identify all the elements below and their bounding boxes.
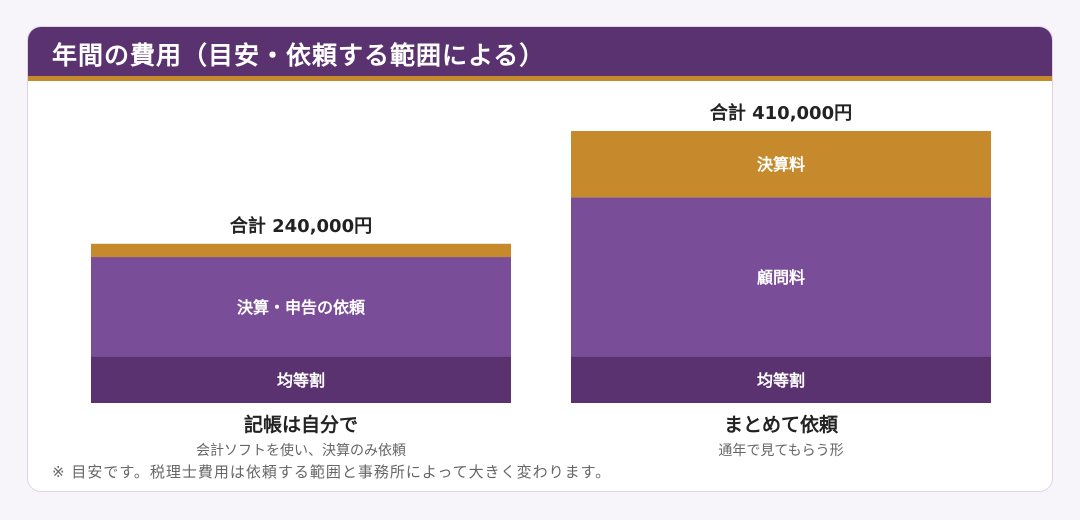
segment-label-2-2: 顧問料 <box>757 268 805 287</box>
total-label-2: 合計 410,000円 <box>710 102 852 124</box>
cost-card: 年間の費用（目安・依頼する範囲による） 均等割 決算・申告の依頼 合計 240,00… <box>27 26 1053 492</box>
bar-segment-1-2 <box>91 257 511 357</box>
category-label-1: 記帳は自分で <box>244 413 358 436</box>
category-label-2: まとめて依頼 <box>724 413 839 436</box>
segment-label-2-3: 決算料 <box>757 155 805 174</box>
bar-segment-2-3 <box>571 131 991 198</box>
total-label-1: 合計 240,000円 <box>230 215 372 237</box>
category-sublabel-2: 通年で見てもらう形 <box>718 443 843 459</box>
bar-segment-2-2 <box>571 197 991 357</box>
bar-segment-1-1 <box>91 356 511 403</box>
category-sublabel-1: 会計ソフトを使い、決算のみ依頼 <box>196 442 406 459</box>
card-header: 年間の費用（目安・依頼する範囲による） <box>28 27 1052 81</box>
segment-label-2-1: 均等割 <box>757 371 805 390</box>
bar-segment-2-1 <box>571 356 991 403</box>
footnote: ※ 目安です。税理士費用は依頼する範囲と事務所によって大きく変わります。 <box>52 463 612 481</box>
segment-label-1-1: 均等割 <box>277 371 325 390</box>
bar-segment-1-3 <box>91 243 511 258</box>
segment-label-1-2: 決算・申告の依頼 <box>237 298 366 317</box>
page-title: 年間の費用（目安・依頼する範囲による） <box>52 41 546 70</box>
